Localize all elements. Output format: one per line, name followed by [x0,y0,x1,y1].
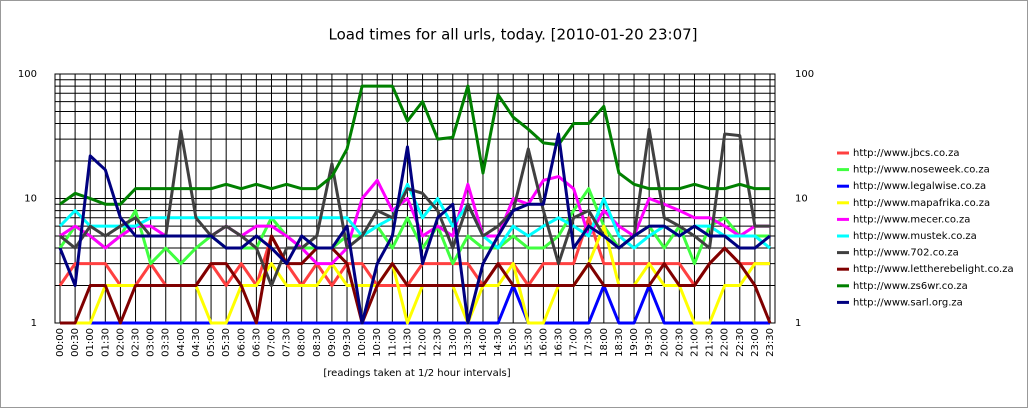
series-line [59,84,770,206]
y-tick-label: 1 [31,318,37,329]
legend-label: http://www.mapafrika.co.za [853,198,990,209]
series-line [59,127,770,288]
x-tick-label: 05:30 [221,328,232,357]
x-tick-label: 15:30 [523,328,534,357]
x-tick-label: 12:00 [418,328,429,357]
x-tick-label: 20:30 [674,328,685,357]
y2-tick-label: 100 [795,69,814,80]
x-tick-label: 12:30 [433,328,444,357]
x-tick-label: 09:00 [327,328,338,357]
x-tick-label: 06:00 [236,328,247,357]
x-tick-label: 15:00 [508,328,519,357]
legend-label: http://www.sarl.org.za [853,297,963,308]
x-tick-label: 17:30 [584,328,595,357]
x-tick-label: 03:00 [146,328,157,357]
x-tick-label: 03:30 [161,328,172,357]
x-tick-label: 18:00 [599,328,610,357]
legend-label: http://www.jbcs.co.za [853,148,959,159]
x-tick-label: 13:00 [448,328,459,357]
x-tick-label: 13:30 [463,328,474,357]
x-tick-label: 00:00 [55,328,66,357]
legend-label: http://www.zs6wr.co.za [853,281,968,292]
x-tick-label: 11:00 [387,328,398,357]
series-line [60,234,772,325]
legend-label: http://www.702.co.za [853,248,959,259]
x-tick-label: 10:30 [372,328,383,357]
x-tick-label: 21:30 [705,328,716,357]
series-line [58,187,770,266]
x-tick-label: 18:30 [614,328,625,357]
x-tick-label: 07:30 [282,328,293,357]
x-tick-label: 17:00 [569,328,580,357]
legend-label: http://www.noseweek.co.za [853,165,990,176]
x-tick-label: 14:30 [493,328,504,357]
x-tick-label: 02:00 [115,328,126,357]
x-tick-label: 07:00 [266,328,277,357]
x-tick-label: 04:30 [191,328,202,357]
x-tick-label: 06:30 [251,328,262,357]
x-tick-label: 19:00 [629,328,640,357]
legend-label: http://www.mecer.co.za [853,214,970,225]
x-tick-label: 02:30 [131,328,142,357]
legend-label: http://www.mustek.co.za [853,231,977,242]
x-tick-label: 14:00 [478,328,489,357]
x-tick-label: 20:00 [659,328,670,357]
y2-tick-label: 10 [795,194,808,205]
legend-label: http://www.legalwise.co.za [853,181,986,192]
x-tick-label: 22:00 [720,328,731,357]
x-tick-label: 01:00 [85,328,96,357]
y-tick-label: 10 [24,194,37,205]
x-tick-label: 23:30 [765,328,776,357]
x-tick-label: 16:00 [538,328,549,357]
x-tick-label: 16:30 [554,328,565,357]
legend-label: http://www.lettherebelight.co.za [853,264,1014,275]
y2-tick-label: 1 [795,318,801,329]
x-tick-label: 04:00 [176,328,187,357]
x-tick-label: 00:30 [70,328,81,357]
x-tick-label: 01:30 [100,328,111,357]
x-tick-label: 05:00 [206,328,217,357]
x-tick-label: 23:00 [750,328,761,357]
x-tick-label: 10:00 [357,328,368,357]
x-tick-label: 11:30 [402,328,413,357]
series-line [58,132,771,325]
x-tick-label: 22:30 [735,328,746,357]
x-tick-label: 19:30 [644,328,655,357]
x-tick-label: 21:00 [689,328,700,357]
x-tick-label: 08:30 [312,328,323,357]
series-line [60,284,770,325]
x-axis-label: [readings taken at 1/2 hour intervals] [323,368,510,379]
chart-title: Load times for all urls, today. [2010-01… [328,26,697,44]
x-tick-label: 09:30 [342,328,353,357]
y-tick-label: 100 [18,69,37,80]
x-tick-label: 08:00 [297,328,308,357]
